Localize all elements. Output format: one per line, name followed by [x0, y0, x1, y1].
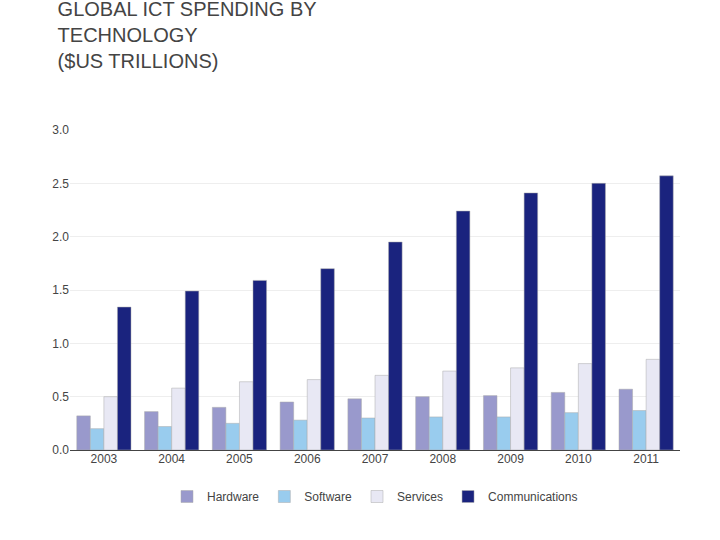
svg-text:2.0: 2.0 — [52, 230, 69, 244]
svg-text:2007: 2007 — [362, 452, 389, 466]
svg-text:2009: 2009 — [497, 452, 524, 466]
svg-text:2011: 2011 — [633, 452, 659, 466]
svg-text:3.0: 3.0 — [52, 123, 69, 137]
svg-text:GLOBAL ICT SPENDING BYTECHNOLO: GLOBAL ICT SPENDING BYTECHNOLOGY($US TRI… — [58, 0, 317, 72]
svg-text:Communications: Communications — [488, 490, 577, 504]
svg-text:2008: 2008 — [429, 452, 456, 466]
svg-text:2003: 2003 — [91, 452, 118, 466]
svg-text:0.5: 0.5 — [52, 390, 69, 404]
svg-text:1.5: 1.5 — [52, 283, 69, 297]
svg-text:2006: 2006 — [294, 452, 321, 466]
svg-text:Software: Software — [304, 490, 352, 504]
svg-text:Services: Services — [397, 490, 443, 504]
svg-text:Hardware: Hardware — [207, 490, 259, 504]
svg-text:2.5: 2.5 — [52, 177, 69, 191]
svg-text:2010: 2010 — [565, 452, 592, 466]
svg-text:0.0: 0.0 — [52, 443, 69, 457]
svg-text:1.0: 1.0 — [52, 337, 69, 351]
svg-text:2004: 2004 — [158, 452, 185, 466]
svg-text:2005: 2005 — [226, 452, 253, 466]
